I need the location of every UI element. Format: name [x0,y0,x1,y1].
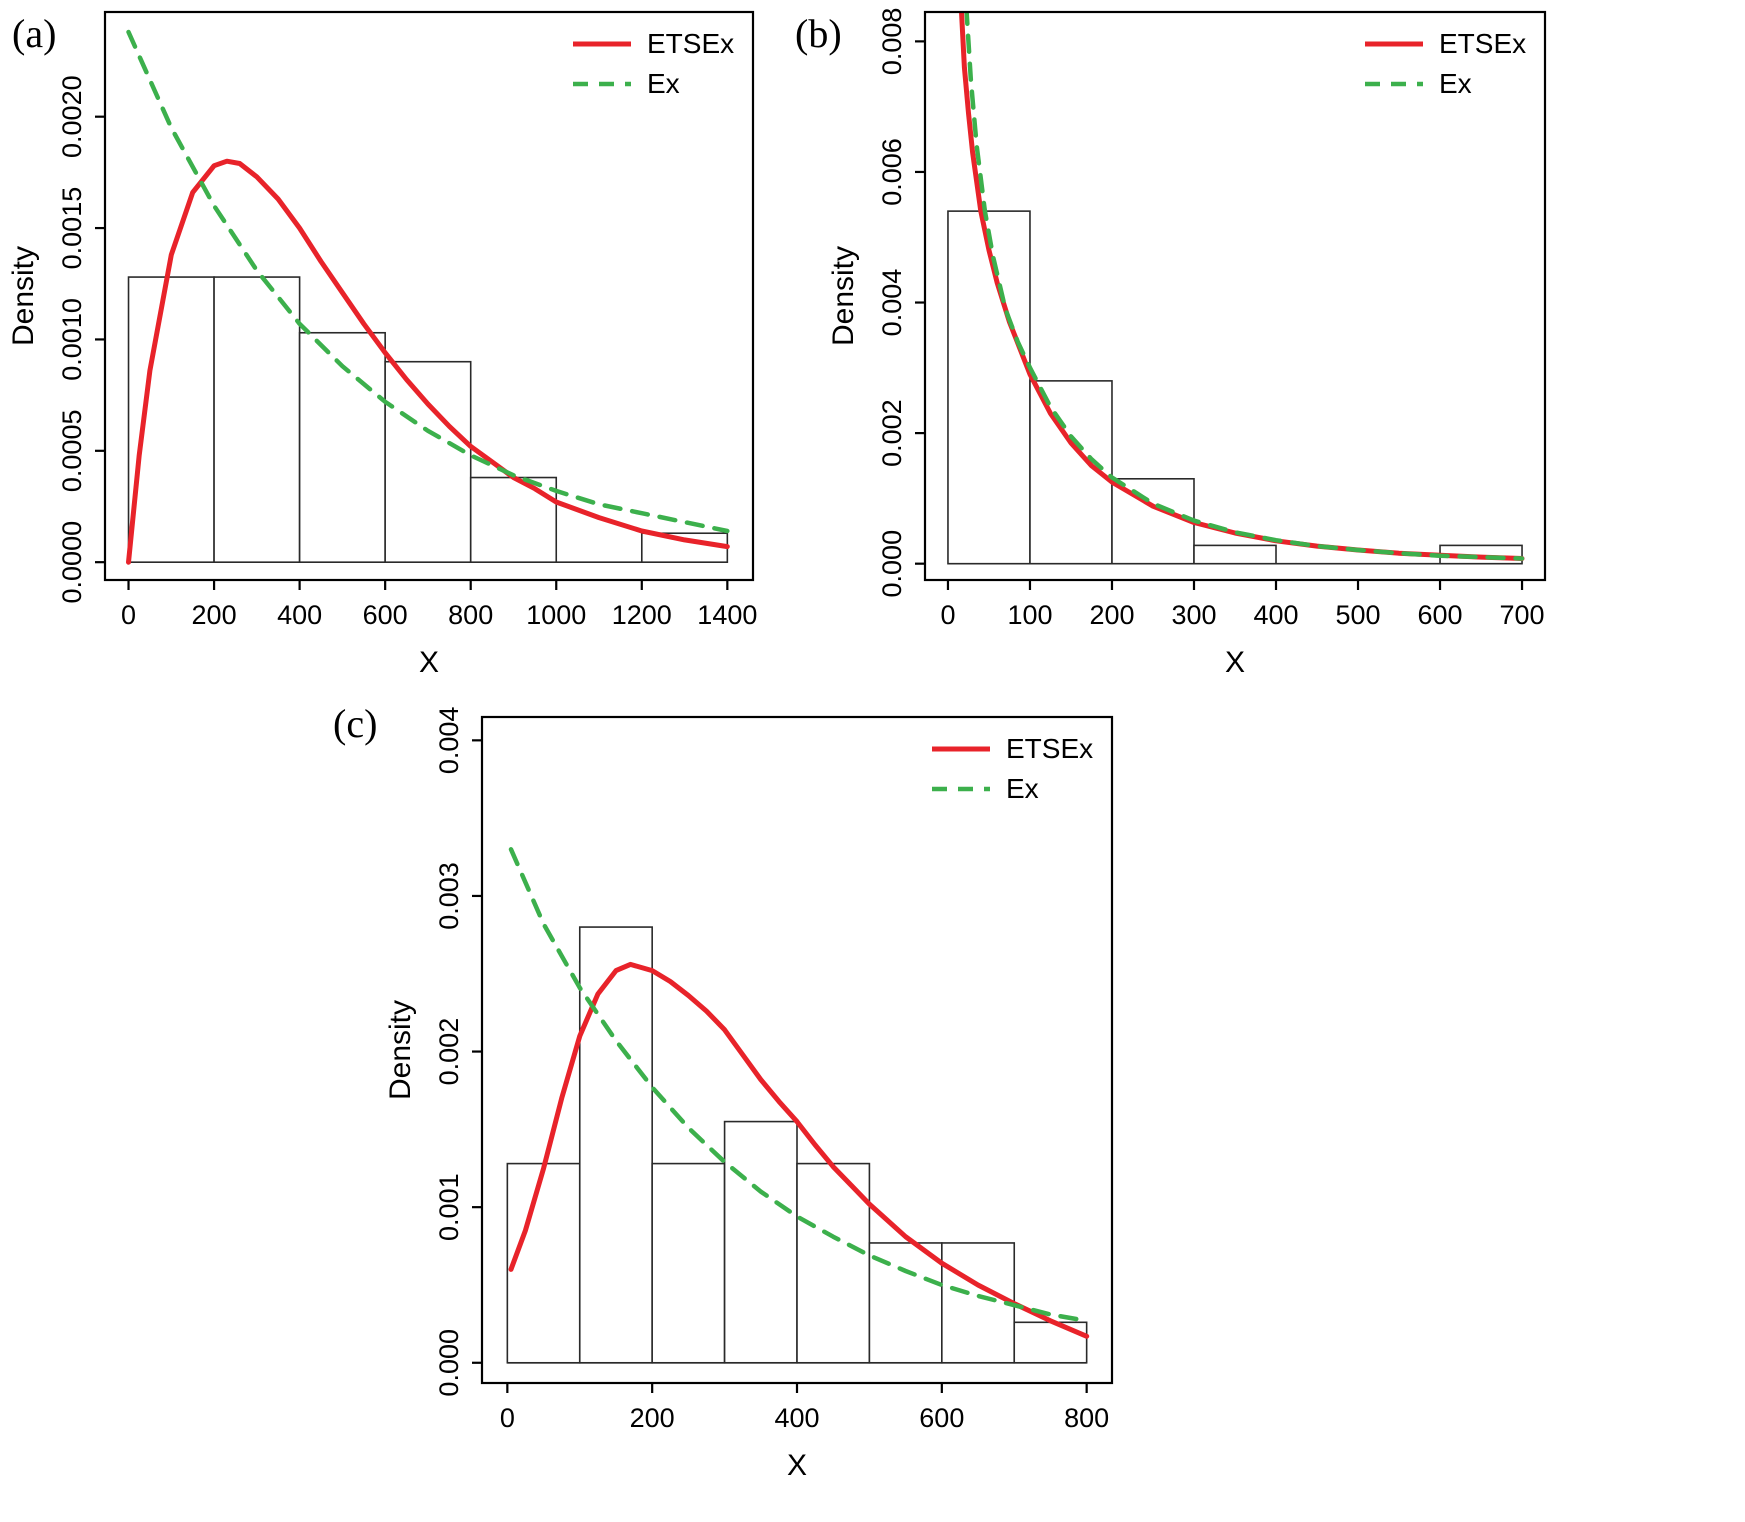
x-tick-label: 600 [363,600,408,630]
histogram-bar [298,331,386,563]
legend-label-etsex: ETSEx [1006,733,1093,764]
y-tick-label: 0.002 [877,399,907,467]
plot-box [103,10,755,582]
legend-label-etsex: ETSEx [1439,28,1526,59]
y-tick-label: 0.003 [434,862,464,930]
histogram-bar [1013,1321,1088,1364]
histogram-bar [723,1120,798,1364]
y-tick-label: 0.000 [877,530,907,598]
y-tick-label: 0.006 [877,138,907,206]
x-tick-label: 0 [500,1403,515,1433]
histogram-bar [213,276,301,563]
x-axis-title: X [1225,646,1245,679]
legend: ETSEx Ex [573,28,734,99]
series-line-etsex [508,961,1090,1339]
x-tick-label: 800 [1064,1403,1109,1433]
y-tick-label: 0.004 [877,269,907,337]
y-tick-label: 0.0005 [57,410,87,493]
x-tick-label: 100 [1007,600,1052,630]
y-tick-label: 0.0020 [57,75,87,158]
histogram-bar [506,1162,581,1364]
histogram-bar [384,360,472,563]
chart-b: 0 100 200 300 400 500 600 700 0.000 0.002 0.004 0.0… [827,8,1547,679]
series-line-ex [964,12,1525,561]
series-group [958,12,1525,561]
x-axis-title: X [419,646,439,679]
panel-label-a: (a) [12,11,57,56]
series-group [126,29,730,565]
x-tick-label: 0 [121,600,136,630]
histogram-bar [947,210,1031,565]
plot-box [923,10,1547,582]
series-line-ex [508,847,1089,1324]
legend: ETSEx Ex [1365,28,1526,99]
y-tick-label: 0.0000 [57,521,87,604]
x-tick-label: 1000 [526,600,586,630]
y-tick-label: 0.004 [434,707,464,775]
histogram-bar [578,926,653,1364]
y-tick-label: 0.000 [434,1329,464,1397]
x-tick-label: 200 [1089,600,1134,630]
panel-b: 0 100 200 300 400 500 600 700 0.000 0.002 0.004 0.0… [800,0,1565,682]
panel-label-c: (c) [333,701,378,746]
x-tick-label: 600 [919,1403,964,1433]
panel-c: 0 200 400 600 800 0.000 0.001 0.002 0.003 0.004 X D… [330,690,1142,1520]
legend-label-ex: Ex [647,68,680,99]
chart-c: 0 200 400 600 800 0.000 0.001 0.002 0.003 0.004 X D… [384,707,1114,1482]
histogram-bar [469,476,558,563]
x-axis-title: X [787,1449,807,1482]
x-tick-label: 400 [774,1403,819,1433]
y-axis-title: Density [827,246,860,346]
y-axis-title: Density [7,246,40,346]
x-tick-label: 1400 [697,600,757,630]
histogram-bar [796,1162,871,1364]
panel-label-b: (b) [795,11,842,56]
x-tick-label: 200 [630,1403,675,1433]
histogram-bar [651,1162,726,1364]
x-tick-label: 500 [1335,600,1380,630]
x-tick-label: 800 [448,600,493,630]
x-tick-label: 0 [940,600,955,630]
y-tick-label: 0.002 [434,1018,464,1086]
x-tick-label: 600 [1417,600,1462,630]
x-tick-label: 700 [1500,600,1545,630]
x-tick-label: 400 [277,600,322,630]
x-tick-label: 1200 [612,600,672,630]
legend-label-ex: Ex [1439,68,1472,99]
series-line-ex [126,29,730,534]
histogram [127,276,729,563]
legend-label-ex: Ex [1006,773,1039,804]
histogram [506,926,1088,1364]
y-tick-label: 0.0010 [57,298,87,381]
legend-label-etsex: ETSEx [647,28,734,59]
series-group [508,847,1090,1339]
chart-a: 0 200 400 600 800 1000 1200 1400 0.0000 0.0005 0.0… [7,10,757,679]
x-tick-label: 400 [1253,600,1298,630]
y-tick-label: 0.008 [877,8,907,76]
histogram-bar [1193,544,1277,565]
legend: ETSEx Ex [932,733,1093,804]
y-axis-title: Density [384,1000,417,1100]
x-tick-label: 300 [1171,600,1216,630]
y-tick-label: 0.0015 [57,187,87,270]
x-tick-label: 200 [192,600,237,630]
panel-a: 0 200 400 600 800 1000 1200 1400 0.0000 0.0005 0.0… [0,0,775,682]
y-tick-label: 0.001 [434,1173,464,1241]
histogram-bar [941,1242,1016,1364]
